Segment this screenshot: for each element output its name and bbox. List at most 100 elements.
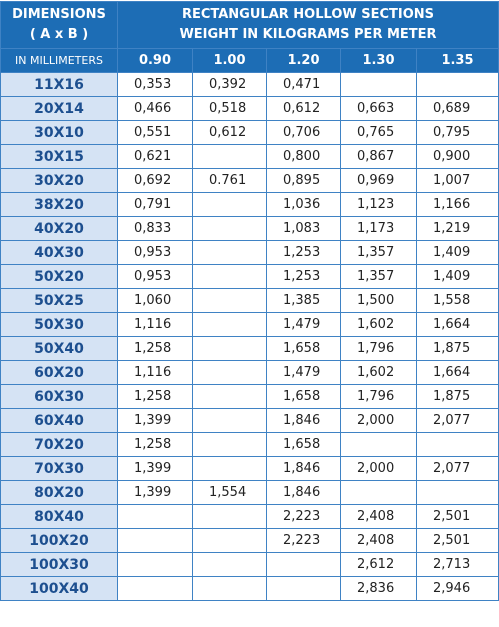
weight-cell: 1,060 <box>117 288 193 313</box>
weight-cell: 0,795 <box>416 120 499 145</box>
weight-cell: 2,000 <box>340 456 417 481</box>
weight-cell <box>192 192 267 217</box>
table-row: 60X40 1,399 1,846 2,000 2,077 <box>0 408 499 433</box>
weight-cell: 0,518 <box>192 96 267 121</box>
weight-cell: 1,258 <box>117 384 193 409</box>
weight-cell: 2,223 <box>266 504 341 529</box>
table-row: 11X16 0,353 0,392 0,471 <box>0 72 499 97</box>
weight-cell: 2,077 <box>416 408 499 433</box>
weight-cell: 1,253 <box>266 240 341 265</box>
weight-cell <box>340 480 417 505</box>
dimension-cell: 70X20 <box>0 432 118 457</box>
weight-cell: 0,353 <box>117 72 193 97</box>
weight-cell <box>192 432 267 457</box>
weight-cell: 0,663 <box>340 96 417 121</box>
table-row: 50X25 1,060 1,385 1,500 1,558 <box>0 288 499 313</box>
weight-cell: 0,833 <box>117 216 193 241</box>
dimension-cell: 70X30 <box>0 456 118 481</box>
weight-cell: 1,399 <box>117 408 193 433</box>
dimension-cell: 30X10 <box>0 120 118 145</box>
weight-cell: 1,479 <box>266 312 341 337</box>
table-subtitle: WEIGHT IN KILOGRAMS PER METER <box>179 27 437 42</box>
weight-cell: 1,409 <box>416 264 499 289</box>
title-header: RECTANGULAR HOLLOW SECTIONS WEIGHT IN KI… <box>117 1 499 49</box>
weight-cell <box>117 552 193 577</box>
weight-cell: 0,692 <box>117 168 193 193</box>
weight-cell: 0,392 <box>192 72 267 97</box>
weight-cell: 1,173 <box>340 216 417 241</box>
table-title: RECTANGULAR HOLLOW SECTIONS <box>181 7 435 22</box>
weight-cell: 0,706 <box>266 120 341 145</box>
weight-cell: 0,791 <box>117 192 193 217</box>
weight-cell: 1,116 <box>117 312 193 337</box>
weight-cell <box>416 72 499 97</box>
weight-cell <box>340 72 417 97</box>
table-row: 100X30 2,612 2,713 <box>0 552 499 577</box>
dimension-cell: 40X30 <box>0 240 118 265</box>
table-row: 50X40 1,258 1,658 1,796 1,875 <box>0 336 499 361</box>
weight-cell: 0,551 <box>117 120 193 145</box>
weight-cell: 0,953 <box>117 264 193 289</box>
weight-cell: 1,875 <box>416 384 499 409</box>
thickness-header: 1.35 <box>416 48 499 73</box>
weight-cell: 1,846 <box>266 480 341 505</box>
weight-cell <box>192 528 267 553</box>
weight-cell: 0,867 <box>340 144 417 169</box>
weight-cell: 1,083 <box>266 216 341 241</box>
weight-cell: 1,602 <box>340 360 417 385</box>
weight-cell <box>117 576 193 601</box>
dimension-cell: 60X20 <box>0 360 118 385</box>
thickness-header: 1.20 <box>266 48 341 73</box>
weight-cell: 2,501 <box>416 504 499 529</box>
weight-cell: 1,409 <box>416 240 499 265</box>
weight-cell: 1,479 <box>266 360 341 385</box>
thickness-header: 0.90 <box>117 48 193 73</box>
weight-cell: 1,658 <box>266 384 341 409</box>
dimension-cell: 50X20 <box>0 264 118 289</box>
weight-cell: 0,900 <box>416 144 499 169</box>
table-row: 80X20 1,399 1,554 1,846 <box>0 480 499 505</box>
weight-cell: 0,895 <box>266 168 341 193</box>
thickness-header: 1.30 <box>340 48 417 73</box>
table-row: 80X40 2,223 2,408 2,501 <box>0 504 499 529</box>
weight-cell: 0,466 <box>117 96 193 121</box>
weight-cell: 1,357 <box>340 240 417 265</box>
table-row: 70X30 1,399 1,846 2,000 2,077 <box>0 456 499 481</box>
dimension-cell: 60X40 <box>0 408 118 433</box>
weight-cell <box>416 480 499 505</box>
weight-cell: 1,399 <box>117 456 193 481</box>
weight-cell: 2,946 <box>416 576 499 601</box>
weight-cell: 2,408 <box>340 528 417 553</box>
table-row: 70X20 1,258 1,658 <box>0 432 499 457</box>
weight-cell <box>266 552 341 577</box>
weight-cell <box>192 360 267 385</box>
weight-cell: 1,166 <box>416 192 499 217</box>
weight-cell <box>192 288 267 313</box>
weight-cell: 0,953 <box>117 240 193 265</box>
weight-cell: 1,258 <box>117 336 193 361</box>
weight-cell: 1,658 <box>266 432 341 457</box>
dimension-cell: 100X20 <box>0 528 118 553</box>
weight-cell: 1,846 <box>266 408 341 433</box>
weight-cell <box>192 552 267 577</box>
weight-cell: 1,664 <box>416 312 499 337</box>
table-row: 100X20 2,223 2,408 2,501 <box>0 528 499 553</box>
dimension-cell: 100X40 <box>0 576 118 601</box>
dimension-cell: 40X20 <box>0 216 118 241</box>
weight-cell: 1,258 <box>117 432 193 457</box>
table-row: 100X40 2,836 2,946 <box>0 576 499 601</box>
weight-cell: 2,612 <box>340 552 417 577</box>
table-row: 38X20 0,791 1,036 1,123 1,166 <box>0 192 499 217</box>
unit-label: IN MILLIMETERS <box>0 48 118 73</box>
dimension-cell: 30X20 <box>0 168 118 193</box>
dimension-cell: 100X30 <box>0 552 118 577</box>
table-row: 60X20 1,116 1,479 1,602 1,664 <box>0 360 499 385</box>
dimension-cell: 60X30 <box>0 384 118 409</box>
weight-cell: 1,875 <box>416 336 499 361</box>
table-row: 40X20 0,833 1,083 1,173 1,219 <box>0 216 499 241</box>
weight-cell <box>192 144 267 169</box>
table-row: 30X10 0,551 0,612 0,706 0,765 0,795 <box>0 120 499 145</box>
table-row: 40X30 0,953 1,253 1,357 1,409 <box>0 240 499 265</box>
weight-cell: 1,219 <box>416 216 499 241</box>
